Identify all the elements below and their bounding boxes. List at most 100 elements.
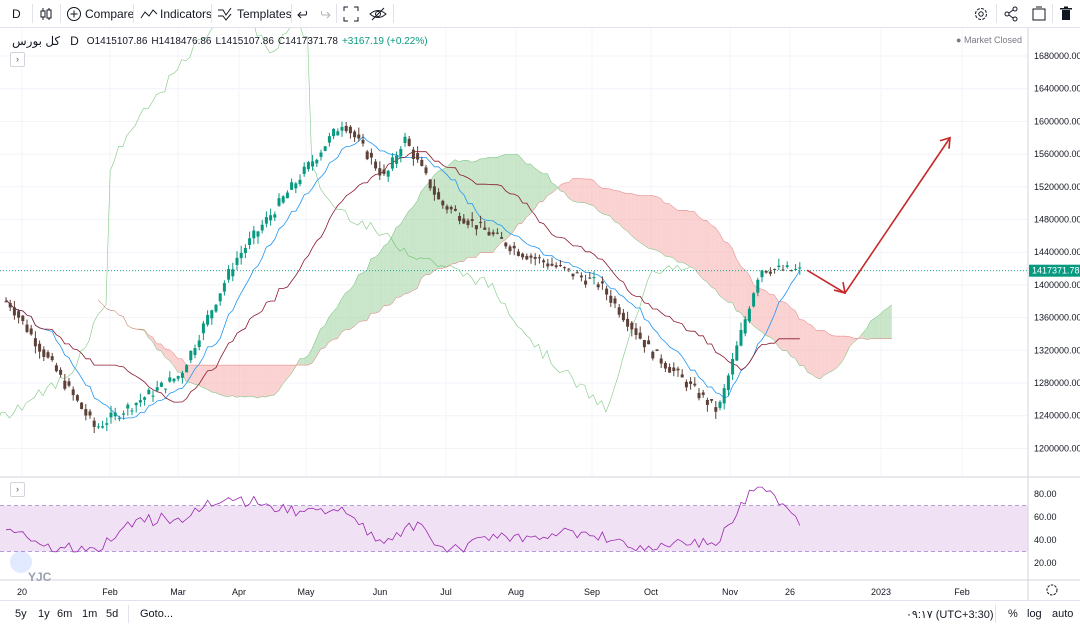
range-6m[interactable]: 6m [57, 608, 73, 620]
bottom-toolbar: 5y 1y 6m 1m 5d Goto... ۰۹:۱۷ (UTC+3:30) … [0, 600, 1080, 629]
candle-body [441, 200, 445, 206]
fullscreen-button[interactable] [343, 0, 359, 27]
candle-body [357, 134, 361, 139]
cloud-segment [711, 225, 716, 290]
cloud-segment [744, 269, 749, 321]
cloud-segment [639, 195, 644, 246]
cloud-segment [232, 365, 237, 398]
range-5y[interactable]: 5y [15, 608, 27, 620]
templates-button[interactable]: Templates [217, 0, 292, 27]
cloud-segment [513, 154, 518, 231]
settings-button[interactable] [973, 0, 989, 27]
chart-area[interactable]: 1680000.00 1640000.00 1600000.00 1560000.00… [0, 28, 1080, 600]
cloud-segment [618, 190, 623, 229]
gear-icon [975, 7, 987, 20]
candle-body [642, 339, 646, 348]
range-1m[interactable]: 1m [82, 608, 98, 620]
candle-body [210, 310, 214, 319]
cloud-segment [425, 181, 430, 275]
cloud-segment [408, 207, 413, 293]
legend-collapse-button[interactable]: › [10, 52, 25, 67]
cloud-segment [400, 217, 405, 297]
candle-body [567, 268, 571, 270]
axis-settings-icon[interactable] [1046, 584, 1058, 596]
indicators-button[interactable]: Indicators [140, 0, 212, 27]
time-tick-label: Jun [373, 587, 388, 597]
cloud-segment [770, 294, 775, 341]
clock-display[interactable]: ۰۹:۱۷ (UTC+3:30) [906, 609, 994, 621]
cloud-segment [266, 365, 271, 397]
candle-body [193, 348, 197, 356]
share-button[interactable] [1003, 0, 1019, 27]
candle-body [239, 252, 243, 259]
undo-button[interactable] [297, 0, 311, 27]
undo-icon [297, 10, 308, 18]
candle-body [752, 293, 756, 307]
cloud-segment [761, 289, 766, 336]
fullscreen-icon [343, 6, 359, 21]
candle-body [495, 232, 499, 234]
cloud-segment [879, 310, 884, 339]
candle-body [768, 271, 772, 274]
cloud-segment [707, 220, 712, 288]
cloud-segment [841, 336, 846, 363]
candle-body [180, 372, 184, 378]
candle-body [264, 217, 268, 224]
cloud-segment [778, 301, 783, 351]
cloud-segment [732, 248, 737, 312]
cloud-segment [765, 290, 770, 338]
camera-icon [1032, 6, 1046, 20]
candle-body [785, 265, 789, 267]
goto-button[interactable]: Goto... [140, 608, 174, 620]
cloud-segment [308, 348, 313, 366]
snapshot-button[interactable] [1031, 0, 1047, 27]
cloud-segment [585, 179, 590, 205]
candle-body [693, 383, 697, 386]
candle-body [197, 340, 201, 347]
cloud-segment [606, 188, 611, 217]
candle-body [407, 138, 411, 146]
candle-body [71, 389, 75, 396]
candle-body [512, 245, 516, 249]
candle-body [92, 420, 96, 427]
cloud-segment [589, 179, 594, 206]
candle-body [386, 170, 390, 177]
auto-toggle[interactable]: auto [1052, 608, 1074, 620]
range-5d[interactable]: 5d [106, 608, 119, 620]
lagging-span [0, 28, 690, 419]
delete-button[interactable] [1059, 0, 1073, 27]
candle-body [134, 402, 138, 406]
candle-body [138, 400, 142, 403]
chart-style-button[interactable] [38, 0, 54, 27]
log-toggle[interactable]: log [1027, 608, 1042, 620]
cloud-segment [723, 241, 728, 303]
candle-body [563, 267, 567, 269]
candle-body [474, 225, 478, 230]
rsi-collapse-button[interactable]: › [10, 482, 25, 497]
cloud-segment [522, 159, 527, 224]
cloud-segment [539, 171, 544, 203]
candle-body [8, 303, 12, 308]
time-tick-label: 26 [785, 587, 795, 597]
cloud-segment [757, 288, 762, 332]
cloud-segment [530, 163, 535, 214]
hide-drawings-button[interactable] [369, 0, 387, 27]
candle-body [537, 257, 541, 259]
candle-body [248, 238, 252, 246]
symbol-name[interactable]: کل بورس [12, 34, 61, 48]
percent-toggle[interactable]: % [1008, 608, 1018, 620]
range-1y[interactable]: 1y [38, 608, 50, 620]
watermark-text: YJC [28, 570, 52, 584]
candle-body [269, 215, 273, 221]
price-tick-label: 1200000.00 [1034, 443, 1080, 453]
cloud-segment [194, 365, 199, 386]
floating-logo-icon [10, 551, 32, 573]
interval-button[interactable]: D [12, 0, 21, 27]
cloud-segment [459, 160, 464, 262]
templates-label: Templates [237, 6, 292, 21]
cloud-segment [287, 365, 292, 379]
redo-button[interactable] [317, 0, 331, 27]
compare-button[interactable]: Compare [66, 0, 134, 27]
cloud-segment [312, 338, 317, 364]
candle-body [395, 155, 399, 164]
